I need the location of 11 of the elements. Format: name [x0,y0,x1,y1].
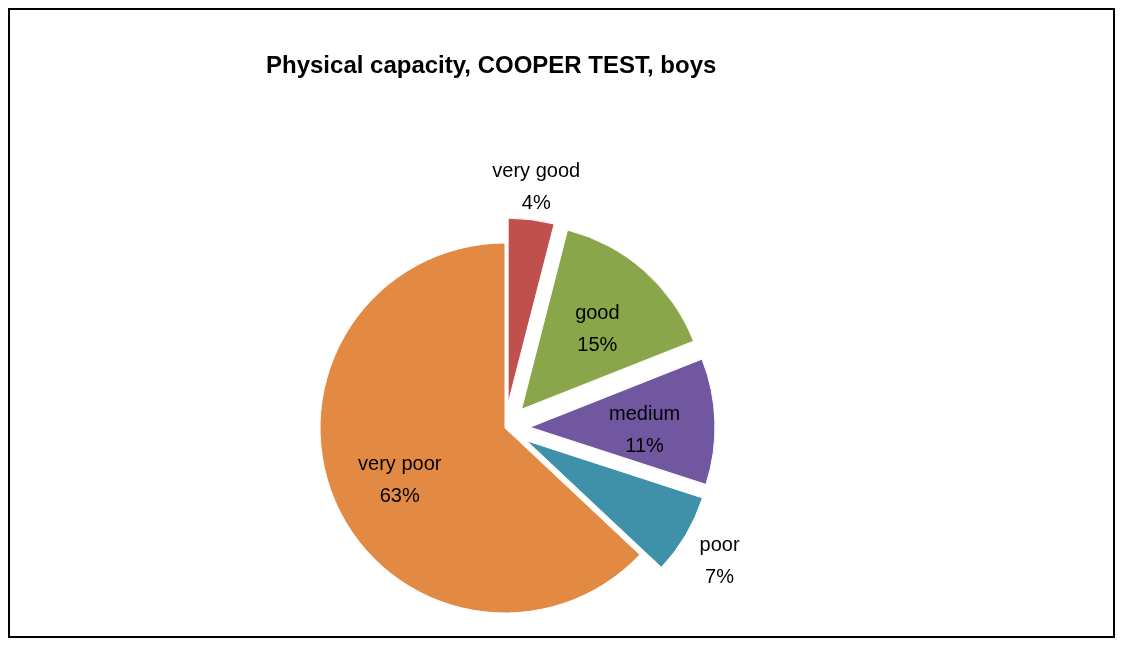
data-label: 11% [625,433,665,456]
data-label: 7% [705,564,735,587]
chart-title: Physical capacity, COOPER TEST, boys [266,51,717,78]
slice-label: medium [609,401,681,424]
data-label: 15% [577,333,618,356]
slice-label: very good [492,158,581,181]
slice-label: poor [699,532,740,555]
slice-label: very poor [358,451,442,474]
data-label: 63% [379,483,420,506]
data-label: 4% [521,190,551,213]
slice-label: good [575,301,620,324]
